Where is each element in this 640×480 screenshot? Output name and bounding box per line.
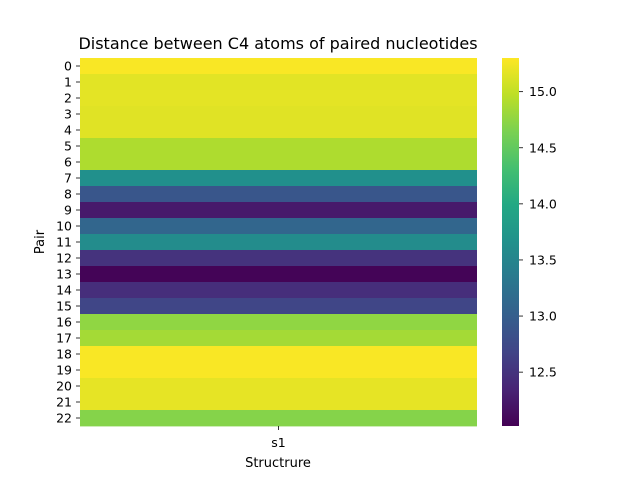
heatmap-cells [80, 58, 477, 427]
y-tick-label: 12 [56, 251, 72, 266]
y-tick-label: 16 [56, 315, 72, 330]
colorbar-tick-label: 14.0 [529, 196, 557, 211]
colorbar-tick-label: 12.5 [529, 365, 557, 380]
y-tick-label: 10 [56, 219, 72, 234]
heatmap-cell [80, 282, 477, 299]
x-tick-label: s1 [271, 435, 285, 450]
y-tick-label: 11 [56, 235, 72, 250]
chart-title: Distance between C4 atoms of paired nucl… [78, 34, 477, 53]
heatmap-cell [80, 410, 477, 427]
y-tick-label: 4 [64, 123, 72, 138]
heatmap-cell [80, 154, 477, 171]
heatmap-cell [80, 330, 477, 347]
heatmap-cell [80, 202, 477, 219]
y-tick-label: 22 [56, 411, 72, 426]
heatmap-cell [80, 218, 477, 235]
heatmap-cell [80, 378, 477, 395]
heatmap-cell [80, 266, 477, 283]
colorbar: 12.5 13.0 13.5 14.0 14.5 15.0 [502, 58, 557, 426]
heatmap-cell [80, 74, 477, 91]
y-tick-label: 18 [56, 347, 72, 362]
heatmap-cell [80, 362, 477, 379]
heatmap-cell [80, 90, 477, 107]
heatmap-cell [80, 234, 477, 251]
y-tick-label: 8 [64, 187, 72, 202]
y-tick-label: 17 [56, 331, 72, 346]
heatmap-cell [80, 122, 477, 139]
y-tick-label: 2 [64, 91, 72, 106]
y-tick-label: 9 [64, 203, 72, 218]
colorbar-tick-label: 15.0 [529, 84, 557, 99]
colorbar-tick-label: 13.0 [529, 309, 557, 324]
y-tick-label: 3 [64, 107, 72, 122]
y-tick-label: 21 [56, 395, 72, 410]
heatmap-cell [80, 106, 477, 123]
y-tick-label: 7 [64, 171, 72, 186]
heatmap-cell [80, 250, 477, 267]
heatmap-cell [80, 170, 477, 187]
colorbar-tick-label: 13.5 [529, 252, 557, 267]
y-tick-label: 13 [56, 267, 72, 282]
colorbar-tick-label: 14.5 [529, 140, 557, 155]
y-tick-label: 20 [56, 379, 72, 394]
y-tick-label: 19 [56, 363, 72, 378]
heatmap-cell [80, 58, 477, 75]
heatmap-cell [80, 314, 477, 331]
x-axis-label: Structrure [245, 456, 311, 471]
heatmap-cell [80, 186, 477, 203]
heatmap-cell [80, 394, 477, 411]
y-tick-label: 15 [56, 299, 72, 314]
y-tick-label: 5 [64, 139, 72, 154]
heatmap-cell [80, 138, 477, 155]
x-axis: s1 [271, 426, 286, 450]
colorbar-ticks: 12.5 13.0 13.5 14.0 14.5 15.0 [519, 84, 557, 380]
y-axis-label: Pair [33, 229, 48, 254]
heatmap-cell [80, 346, 477, 363]
y-tick-label: 6 [64, 155, 72, 170]
heatmap-cell [80, 298, 477, 315]
y-tick-label: 14 [56, 283, 72, 298]
colorbar-bar [502, 58, 519, 426]
y-tick-label: 1 [64, 75, 72, 90]
y-tick-label: 0 [64, 59, 72, 74]
